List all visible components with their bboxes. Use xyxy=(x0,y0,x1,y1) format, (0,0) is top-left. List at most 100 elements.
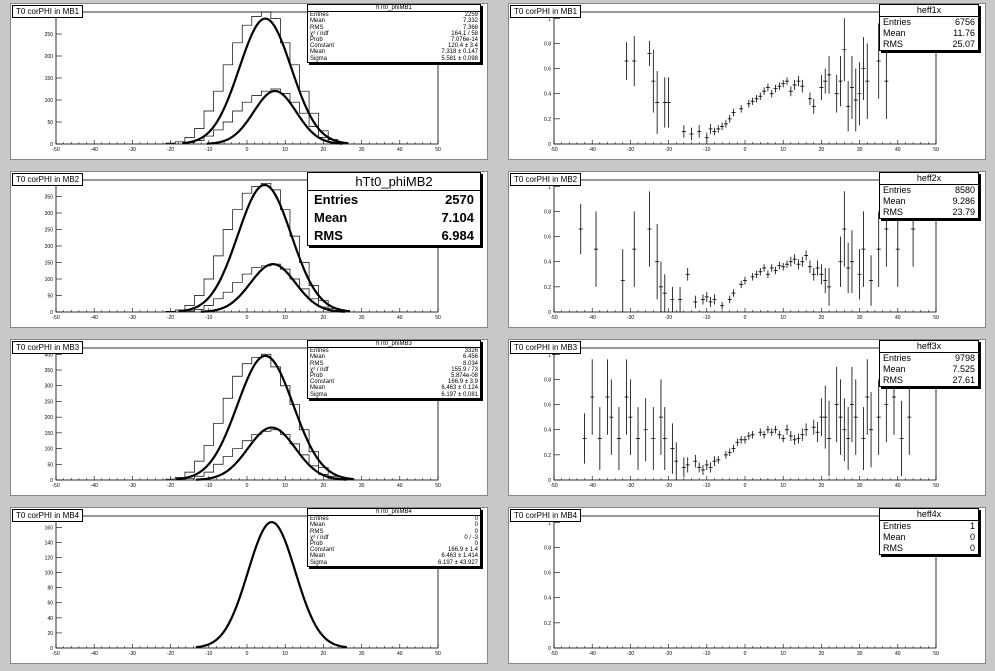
data-point xyxy=(743,276,747,285)
stats-row: RMS 23.79 xyxy=(880,207,978,218)
data-point xyxy=(769,428,774,436)
stats-value: 23.79 xyxy=(952,207,975,217)
pad-mb2-t0: -50 -40 -30 -20 -10 0 10 20 30 40 50 0 50 100 150 200 25… xyxy=(10,171,488,328)
stats-box-title: hTt0_phiMB4 xyxy=(308,509,480,517)
data-point xyxy=(647,40,652,67)
data-point xyxy=(670,286,675,312)
stats-value: 0 xyxy=(474,522,478,529)
y-tick-label: 0.8 xyxy=(544,377,551,383)
y-tick-label: 100 xyxy=(45,98,54,104)
y-tick-label: 0.4 xyxy=(544,596,551,602)
data-point xyxy=(865,43,870,119)
y-tick-label: 0.2 xyxy=(544,453,551,459)
data-point xyxy=(838,236,843,287)
data-point xyxy=(758,428,763,436)
data-point xyxy=(727,448,732,457)
y-tick-label: 300 xyxy=(45,211,54,217)
data-point xyxy=(720,122,725,131)
data-point xyxy=(849,230,854,294)
y-tick-label: 0 xyxy=(50,310,53,316)
stats-row: Entries 3326 xyxy=(308,348,480,354)
stats-row: Prob 0 xyxy=(308,541,480,547)
stats-label: Mean xyxy=(883,364,906,374)
data-point xyxy=(762,264,767,272)
y-tick-label: 0 xyxy=(548,310,551,316)
data-point xyxy=(647,191,652,267)
y-tick-label: 250 xyxy=(45,228,54,234)
data-point xyxy=(746,100,751,108)
stats-value: 7.332 xyxy=(462,18,478,25)
stats-value: 7.104 xyxy=(441,210,474,225)
stats-box: hTt0_phiMB2 Entries 2570 Mean 7.104 RMS 6.984 xyxy=(307,172,481,246)
data-point xyxy=(804,250,809,261)
stats-value: 5.581 ± 0.098 xyxy=(441,55,478,62)
y-tick-label: 0.4 xyxy=(544,260,551,266)
data-point xyxy=(800,428,805,442)
x-tick-label: 10 xyxy=(282,483,288,489)
pad-mb4-t0: -50 -40 -30 -20 -10 0 10 20 30 40 50 0 20 40 60 80 100 12… xyxy=(10,507,488,664)
x-tick-label: -20 xyxy=(665,483,672,489)
data-point xyxy=(632,211,637,287)
y-tick-label: 0.2 xyxy=(544,285,551,291)
plot-svg: -50 -40 -30 -20 -10 0 10 20 30 40 50 0 0.2 0.4 0.6 0.8 1 xyxy=(544,11,939,153)
stats-value: 3326 xyxy=(464,348,478,355)
x-tick-label: 10 xyxy=(282,315,288,321)
stats-box: heff4x Entries 1 Mean 0 RMS 0 xyxy=(879,508,979,555)
data-point xyxy=(582,413,587,464)
stats-value: 166.9 ± 1.4 xyxy=(448,547,478,554)
data-point xyxy=(762,430,767,439)
stats-box: hTt0_phiMB3 Entries 3326 Mean 6.456 RMS 8.034 χ… xyxy=(307,340,481,399)
x-tick-label: 30 xyxy=(857,483,863,489)
data-point xyxy=(869,255,874,306)
y-tick-label: 0.2 xyxy=(544,117,551,123)
data-point xyxy=(876,23,881,99)
data-point xyxy=(838,379,843,455)
x-tick-label: -50 xyxy=(52,315,59,321)
y-tick-label: 0.6 xyxy=(544,235,551,241)
stats-value: 164.1 / 58 xyxy=(451,30,478,37)
data-point xyxy=(655,71,660,134)
data-point xyxy=(773,425,778,434)
y-tick-label: 1 xyxy=(548,16,551,22)
data-point xyxy=(823,385,828,449)
data-point xyxy=(849,56,854,119)
data-point xyxy=(815,422,820,443)
stats-label: Prob xyxy=(310,541,323,548)
stats-label: RMS xyxy=(310,24,324,31)
data-point xyxy=(838,56,843,107)
pad-mb2-eff: -50 -40 -30 -20 -10 0 10 20 30 40 50 0 0.2 0.4 0.6 0.8 1… xyxy=(508,171,986,328)
x-tick-label: 40 xyxy=(397,651,403,657)
x-tick-label: 10 xyxy=(282,651,288,657)
stats-label: RMS xyxy=(883,39,903,49)
pad-mb1-t0: -50 -40 -30 -20 -10 0 10 20 30 40 50 0 50 100 150 200 25… xyxy=(10,3,488,160)
x-tick-label: -40 xyxy=(589,483,596,489)
stats-label: Mean xyxy=(883,196,906,206)
data-point xyxy=(689,127,694,141)
data-point xyxy=(685,457,690,473)
y-tick-label: 100 xyxy=(45,447,54,453)
data-point xyxy=(792,254,797,265)
y-tick-label: 0 xyxy=(50,646,53,652)
stats-label: Mean xyxy=(310,18,326,25)
x-tick-label: 10 xyxy=(780,315,786,321)
x-tick-label: -30 xyxy=(627,147,634,153)
stats-row: Entries 9798 xyxy=(880,353,978,364)
stats-value: 0 xyxy=(474,516,478,523)
x-tick-label: 20 xyxy=(819,147,825,153)
data-point xyxy=(765,83,770,92)
x-tick-label: 0 xyxy=(744,147,747,153)
data-point xyxy=(651,49,656,113)
stats-row: Mean 6.463 ± 1.414 xyxy=(308,553,480,559)
stats-box: heff2x Entries 8580 Mean 9.286 RMS 23.79 xyxy=(879,172,979,219)
data-point xyxy=(807,92,812,106)
x-tick-label: 40 xyxy=(397,147,403,153)
y-tick-label: 0.8 xyxy=(544,209,551,215)
x-tick-label: 0 xyxy=(744,315,747,321)
x-tick-label: -50 xyxy=(52,483,59,489)
data-point xyxy=(704,459,709,470)
stats-box: hTt0_phiMB1 Entries 2259 Mean 7.332 RMS 7.368 χ… xyxy=(307,4,481,63)
data-point xyxy=(750,97,755,106)
data-point xyxy=(716,125,721,133)
stats-row: Mean 6.456 xyxy=(308,354,480,360)
x-tick-label: -20 xyxy=(665,315,672,321)
